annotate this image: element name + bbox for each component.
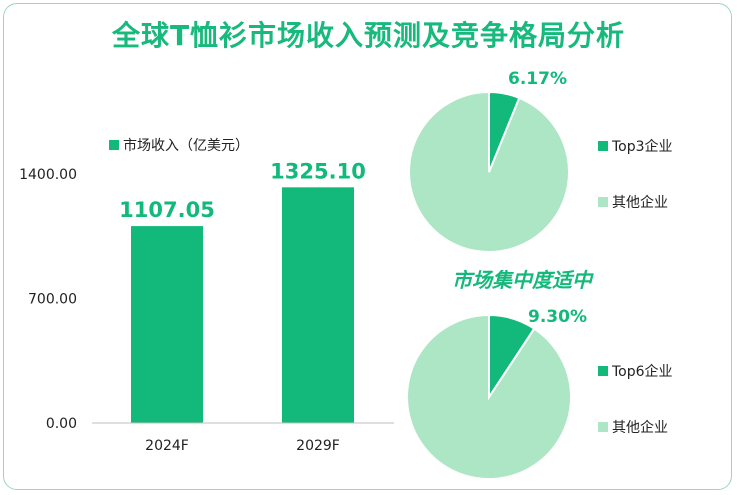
y-tick-label: 700.00: [28, 292, 77, 308]
bar: [131, 226, 203, 423]
pie-chart-top3: 6.17% Top3企业 其他企业: [408, 69, 673, 253]
pie-chart-top6: 9.30% Top6企业 其他企业: [406, 307, 673, 480]
pie1-legend-label-other: 其他企业: [612, 194, 668, 211]
pie1-value-label: 6.17%: [508, 69, 567, 89]
bar-chart: 市场收入（亿美元） 0.00 700.00 1400.00 1107.05 2024F…: [19, 137, 394, 454]
chart-title: 全球T恤衫市场收入预测及竞争格局分析: [111, 19, 626, 52]
bar-legend-swatch: [109, 140, 119, 150]
pie2-legend-label-top6: Top6企业: [611, 363, 673, 380]
bar-value-label: 1107.05: [119, 198, 215, 222]
chart-frame: [3, 3, 732, 490]
pie-slice-top: [488, 90, 521, 173]
pie1-legend-label-top3: Top3企业: [611, 138, 673, 155]
y-tick-label: 1400.00: [19, 167, 77, 183]
bar-value-label: 1325.10: [270, 159, 366, 183]
x-tick-label: 2029F: [296, 438, 340, 454]
pie1-legend-swatch-other: [598, 197, 608, 207]
bar: [282, 187, 354, 423]
bar-legend-label: 市场收入（亿美元）: [123, 137, 249, 154]
pie1-legend-swatch-top3: [598, 141, 608, 151]
y-tick-label: 0.00: [46, 416, 77, 432]
subtitle: 市场集中度适中: [452, 268, 594, 292]
pie2-legend-swatch-top6: [598, 366, 608, 376]
pie-slice-top: [488, 313, 536, 401]
pie2-value-label: 9.30%: [528, 307, 587, 327]
x-tick-label: 2024F: [145, 438, 189, 454]
pie2-legend-label-other: 其他企业: [612, 419, 668, 436]
pie2-legend-swatch-other: [598, 422, 608, 432]
